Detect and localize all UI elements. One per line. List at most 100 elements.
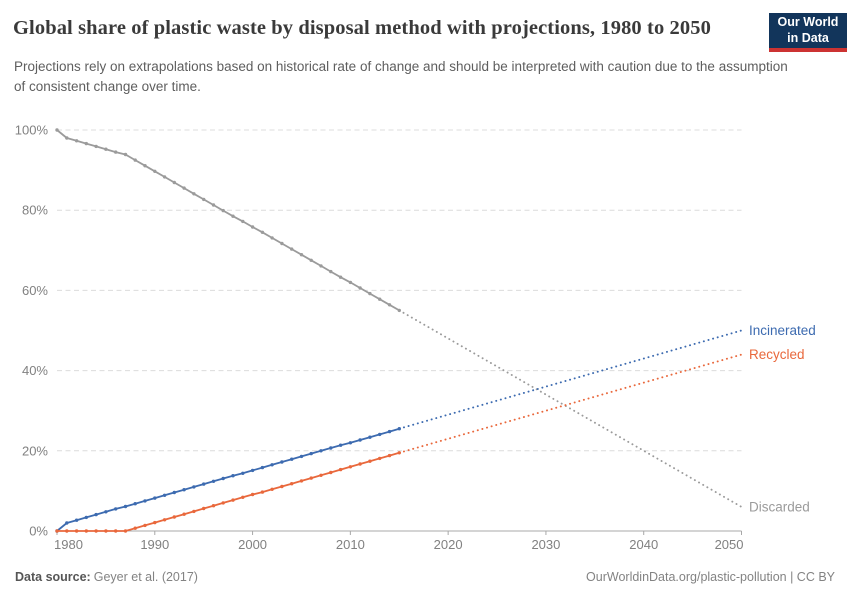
chart-title: Global share of plastic waste by disposa… <box>13 17 711 39</box>
series-marker-incinerated <box>260 465 265 470</box>
series-marker-recycled <box>104 529 108 533</box>
series-projection-incinerated <box>398 329 743 430</box>
series-marker-incinerated <box>153 496 157 500</box>
series-marker-incinerated <box>387 429 392 434</box>
series-marker-incinerated <box>84 515 89 520</box>
series-marker-recycled <box>74 529 79 533</box>
series-marker-recycled <box>211 504 216 508</box>
series-marker-incinerated <box>250 468 255 473</box>
series-marker-incinerated <box>358 438 362 442</box>
y-tick-label: 40% <box>22 363 48 378</box>
series-marker-incinerated <box>104 510 108 514</box>
series-marker-recycled <box>290 482 294 486</box>
series-marker-discarded <box>192 192 196 196</box>
series-marker-incinerated <box>211 479 216 483</box>
series-marker-incinerated <box>231 474 235 478</box>
series-marker-discarded <box>162 175 167 179</box>
owid-logo[interactable]: Our World in Data <box>769 13 847 52</box>
series-marker-discarded <box>231 214 235 218</box>
series-label-recycled[interactable]: Recycled <box>749 347 805 362</box>
data-source: Data source: Geyer et al. (2017) <box>15 570 198 584</box>
series-marker-discarded <box>348 280 353 285</box>
series-marker-discarded <box>338 275 343 279</box>
series-marker-discarded <box>270 236 274 240</box>
series-marker-recycled <box>280 484 284 489</box>
series-marker-recycled <box>114 529 118 533</box>
series-marker-recycled <box>260 490 265 494</box>
series-marker-recycled <box>192 509 196 514</box>
x-tick-label: 2030 <box>531 537 560 552</box>
y-tick-label: 100% <box>15 123 49 138</box>
series-marker-discarded <box>329 269 333 274</box>
series-marker-incinerated <box>378 432 382 437</box>
series-marker-discarded <box>309 258 313 262</box>
series-marker-recycled <box>182 512 186 516</box>
series-marker-recycled <box>378 456 382 461</box>
series-marker-recycled <box>84 529 89 533</box>
series-marker-recycled <box>143 523 147 528</box>
series-marker-incinerated <box>192 485 196 489</box>
y-tick-label: 80% <box>22 203 48 218</box>
series-marker-recycled <box>358 462 362 466</box>
x-tick-label: 2010 <box>336 537 365 552</box>
series-marker-recycled <box>153 520 157 525</box>
series-marker-incinerated <box>114 507 118 511</box>
series-marker-recycled <box>387 453 392 458</box>
series-projection-recycled <box>398 353 743 454</box>
series-marker-recycled <box>250 492 255 497</box>
series-marker-recycled <box>299 479 304 483</box>
series-marker-incinerated <box>270 463 274 467</box>
series-marker-incinerated <box>280 460 284 464</box>
series-marker-incinerated <box>290 457 294 461</box>
chart-footer: Data source: Geyer et al. (2017) OurWorld… <box>0 570 850 584</box>
series-marker-incinerated <box>241 471 245 475</box>
series-marker-discarded <box>182 186 186 190</box>
series-marker-recycled <box>319 473 323 477</box>
series-marker-incinerated <box>299 454 304 459</box>
series-label-incinerated[interactable]: Incinerated <box>749 323 816 338</box>
credit-link[interactable]: OurWorldinData.org/plastic-pollution | C… <box>586 570 835 584</box>
series-marker-discarded <box>241 219 245 224</box>
series-marker-discarded <box>172 180 176 185</box>
series-marker-recycled <box>270 487 274 491</box>
series-marker-incinerated <box>94 512 98 517</box>
series-marker-discarded <box>114 150 118 154</box>
series-marker-incinerated <box>74 518 79 522</box>
series-marker-discarded <box>378 297 382 301</box>
series-marker-recycled <box>202 506 206 511</box>
series-marker-discarded <box>65 136 69 140</box>
series-marker-recycled <box>65 529 69 533</box>
series-projection-discarded <box>398 309 743 508</box>
series-marker-discarded <box>211 203 216 207</box>
series-marker-recycled <box>94 529 98 533</box>
series-marker-discarded <box>221 208 225 213</box>
series-marker-discarded <box>153 169 157 173</box>
series-marker-incinerated <box>309 451 313 456</box>
series-marker-recycled <box>241 495 245 499</box>
series-label-discarded[interactable]: Discarded <box>749 499 810 514</box>
series-marker-incinerated <box>348 441 353 445</box>
series-marker-recycled <box>368 459 372 463</box>
series-marker-incinerated <box>368 435 372 439</box>
data-source-label: Data source: <box>15 570 91 584</box>
series-marker-recycled <box>123 529 128 533</box>
x-tick-label: 2040 <box>629 537 658 552</box>
series-marker-incinerated <box>123 504 128 509</box>
series-marker-discarded <box>299 253 304 257</box>
series-marker-discarded <box>260 230 265 234</box>
series-marker-recycled <box>221 501 225 505</box>
series-marker-discarded <box>250 225 255 229</box>
x-tick-label: 2050 <box>715 537 744 552</box>
series-marker-discarded <box>94 144 98 149</box>
y-tick-label: 20% <box>22 443 48 458</box>
series-marker-recycled <box>348 465 353 469</box>
series-marker-discarded <box>280 241 284 246</box>
series-marker-incinerated <box>319 449 323 453</box>
series-marker-recycled <box>329 470 333 475</box>
series-marker-recycled <box>231 498 235 502</box>
series-marker-discarded <box>387 303 392 307</box>
x-tick-label: 2000 <box>238 537 267 552</box>
series-marker-discarded <box>358 286 362 290</box>
